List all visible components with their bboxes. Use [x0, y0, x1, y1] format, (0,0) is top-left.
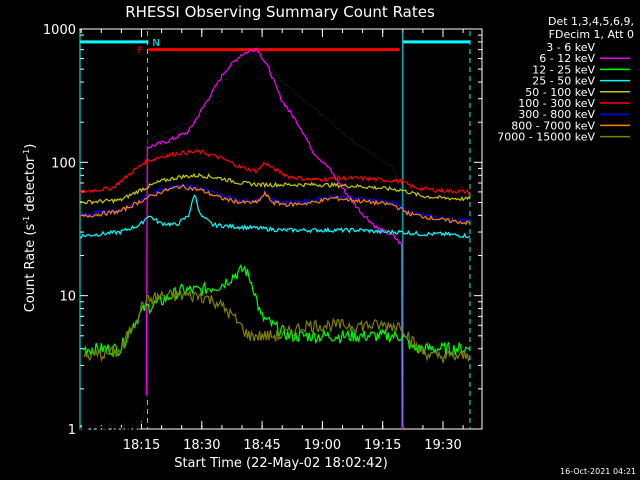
series-line [145, 47, 403, 430]
generation-timestamp: 16-Oct-2021 04:21 [560, 467, 636, 476]
legend-label: 6 - 12 keV [539, 52, 595, 65]
legend-label: 300 - 800 keV [518, 108, 595, 121]
legend: Det 1,3,4,5,6,9, FDecim 1, Att 0 3 - 6 k… [497, 15, 634, 144]
y-tick-label: 10 [59, 290, 76, 305]
x-axis-title: Start Time (22-May-02 18:02:42) [174, 456, 388, 471]
x-tick-label: 18:45 [243, 438, 280, 453]
chart-title: RHESSI Observing Summary Count Rates [125, 3, 435, 21]
y-axis-title-main: Count Rate (s [23, 224, 38, 313]
attenuator-bar-label: F [137, 46, 143, 57]
x-tick-label: 18:30 [183, 438, 220, 453]
night-bar-label: N [152, 38, 159, 49]
y-tick-label: 1 [68, 423, 76, 438]
series-lines [79, 47, 471, 432]
y-axis-title-mid: detector [23, 156, 38, 216]
legend-label: 3 - 6 keV [546, 41, 595, 54]
legend-header-2: FDecim 1, Att 0 [549, 28, 634, 41]
series-line [79, 53, 403, 432]
legend-label: 25 - 50 keV [532, 75, 595, 88]
series-line [79, 149, 471, 195]
axis-ticks: 1 10 100 1000 18:15 18:30 18:45 19:00 19:15 19:30 [43, 23, 482, 453]
y-axis-title-sup2: -1 [22, 149, 31, 157]
legend-header-1: Det 1,3,4,5,6,9, [548, 15, 634, 28]
y-tick-label: 1000 [43, 23, 76, 38]
y-tick-label: 100 [51, 156, 76, 171]
legend-label: 12 - 25 keV [532, 63, 595, 76]
x-tick-label: 19:30 [424, 438, 461, 453]
x-tick-label: 19:00 [304, 438, 341, 453]
series-line [79, 194, 471, 239]
x-tick-label: 19:15 [364, 438, 401, 453]
y-axis-title-end: ) [23, 144, 38, 149]
legend-label: 50 - 100 keV [525, 86, 595, 99]
legend-label: 800 - 7000 keV [511, 119, 595, 132]
y-axis-title: Count Rate (s-1 detector-1) [22, 144, 38, 313]
legend-label: 100 - 300 keV [518, 97, 595, 110]
series-line [79, 172, 471, 205]
status-bars: NF [80, 38, 470, 57]
series-line [79, 183, 471, 225]
series-line [79, 183, 471, 226]
series-line [83, 288, 471, 364]
y-axis-title-sup1: -1 [22, 216, 31, 224]
x-tick-label: 18:15 [123, 438, 160, 453]
legend-label: 7000 - 15000 keV [497, 131, 595, 144]
